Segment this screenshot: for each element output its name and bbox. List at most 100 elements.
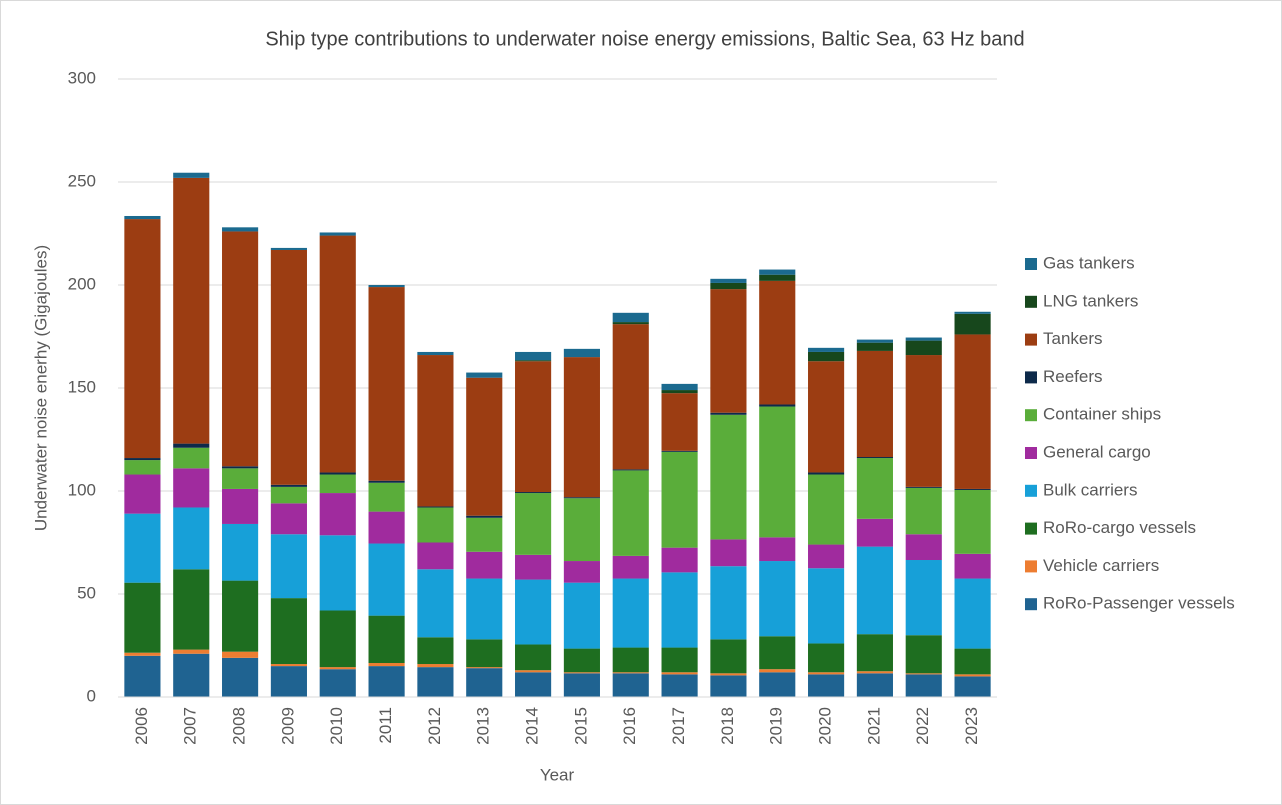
bar-segment [515,670,552,673]
bar-segment [954,334,991,489]
bar-segment [954,676,991,697]
bar-segment [417,664,454,668]
bar-segment [759,669,796,673]
bar-segment [173,447,210,469]
bar-segment [515,492,552,494]
bar-segment [856,342,893,351]
bar-segment [466,515,503,518]
bar-segment [808,361,845,473]
bar-segment [173,649,210,654]
bar-segment [222,657,259,697]
bar-segment [173,177,210,444]
x-tick-label: 2014 [523,707,542,745]
legend-swatch [1025,258,1037,270]
bar-segment [563,648,600,673]
x-tick-label: 2010 [327,707,346,745]
y-axis-label: Underwater noise enerhy (Gigajoules) [31,245,50,531]
bar-segment [759,404,796,407]
x-tick-label: 2016 [620,707,639,745]
bar-segment [222,523,259,581]
bar-segment [515,644,552,671]
bar-segment [759,280,796,405]
legend-swatch [1025,447,1037,459]
bar-segment [368,482,405,512]
legend-label: Reefers [1043,367,1103,386]
bar-segment [808,568,845,644]
bar-segment [270,484,307,487]
bar-segment [856,350,893,458]
y-tick-label: 0 [87,686,96,705]
bar-segment [710,675,747,697]
bar-segment [173,443,210,448]
bar-segment [612,578,649,648]
legend-swatch [1025,333,1037,346]
bar-segment [563,348,600,358]
bar-segment [515,351,552,361]
bar-segment [417,351,454,356]
bar-segment [222,231,259,467]
bar-segment [270,503,307,535]
bar-segment [270,598,307,665]
bar-segment [515,361,552,493]
bar-segment [222,227,259,232]
bar-segment [417,506,454,508]
legend-label: Gas tankers [1043,253,1135,272]
bar-segment [856,339,893,343]
y-tick-label: 150 [68,377,96,396]
bar-segment [563,497,600,499]
bar-segment [661,450,698,452]
bar-segment [954,313,991,335]
bar-segment [954,553,991,579]
bar-segment [173,653,210,697]
bar-segment [368,511,405,544]
bar-segment [319,235,356,473]
bar-segment [124,458,161,461]
bar-segment [954,489,991,554]
bar-segment [270,486,307,504]
bar-segment [515,360,552,362]
bar-segment [368,666,405,697]
bar-segment [563,498,600,562]
bar-segment [319,474,356,494]
bar-segment [417,637,454,665]
bar-segment [222,651,259,658]
legend-label: General cargo [1043,442,1151,461]
x-tick-label: 2013 [474,707,493,745]
bar-segment [905,487,942,535]
legend-label: RoRo-cargo vessels [1043,518,1196,537]
bar-segment [173,507,210,570]
legend-swatch [1025,522,1037,535]
bar-segment [710,282,747,290]
legend-label: Tankers [1043,329,1103,348]
chart-title: Ship type contributions to underwater no… [265,28,1024,50]
x-tick-label: 2023 [962,707,981,745]
bar-segment [319,669,356,697]
bar-segment [710,566,747,640]
bar-segment [808,474,845,545]
bar-segment [173,569,210,650]
bar-segment [612,322,649,325]
bar-segment [856,457,893,459]
bar-segment [563,357,600,498]
bar-segment [563,561,600,583]
x-tick-label: 2006 [132,707,151,745]
legend-label: RoRo-Passenger vessels [1043,594,1235,613]
bar-segment [710,278,747,283]
bar-segment [905,337,942,341]
bar-segment [759,406,796,538]
bar-segment [124,474,161,514]
bar-segment [368,615,405,664]
bar-segment [270,247,307,250]
bar-segment [856,458,893,519]
bar-segment [466,667,503,669]
bar-segment [661,572,698,648]
bar-segment [808,643,845,673]
bar-segment [466,551,503,579]
bar-segment [661,674,698,697]
bar-segment [954,648,991,675]
bar-segment [173,468,210,508]
bar-segment [417,507,454,543]
bar-segment [124,582,161,653]
bar-segment [319,232,356,236]
